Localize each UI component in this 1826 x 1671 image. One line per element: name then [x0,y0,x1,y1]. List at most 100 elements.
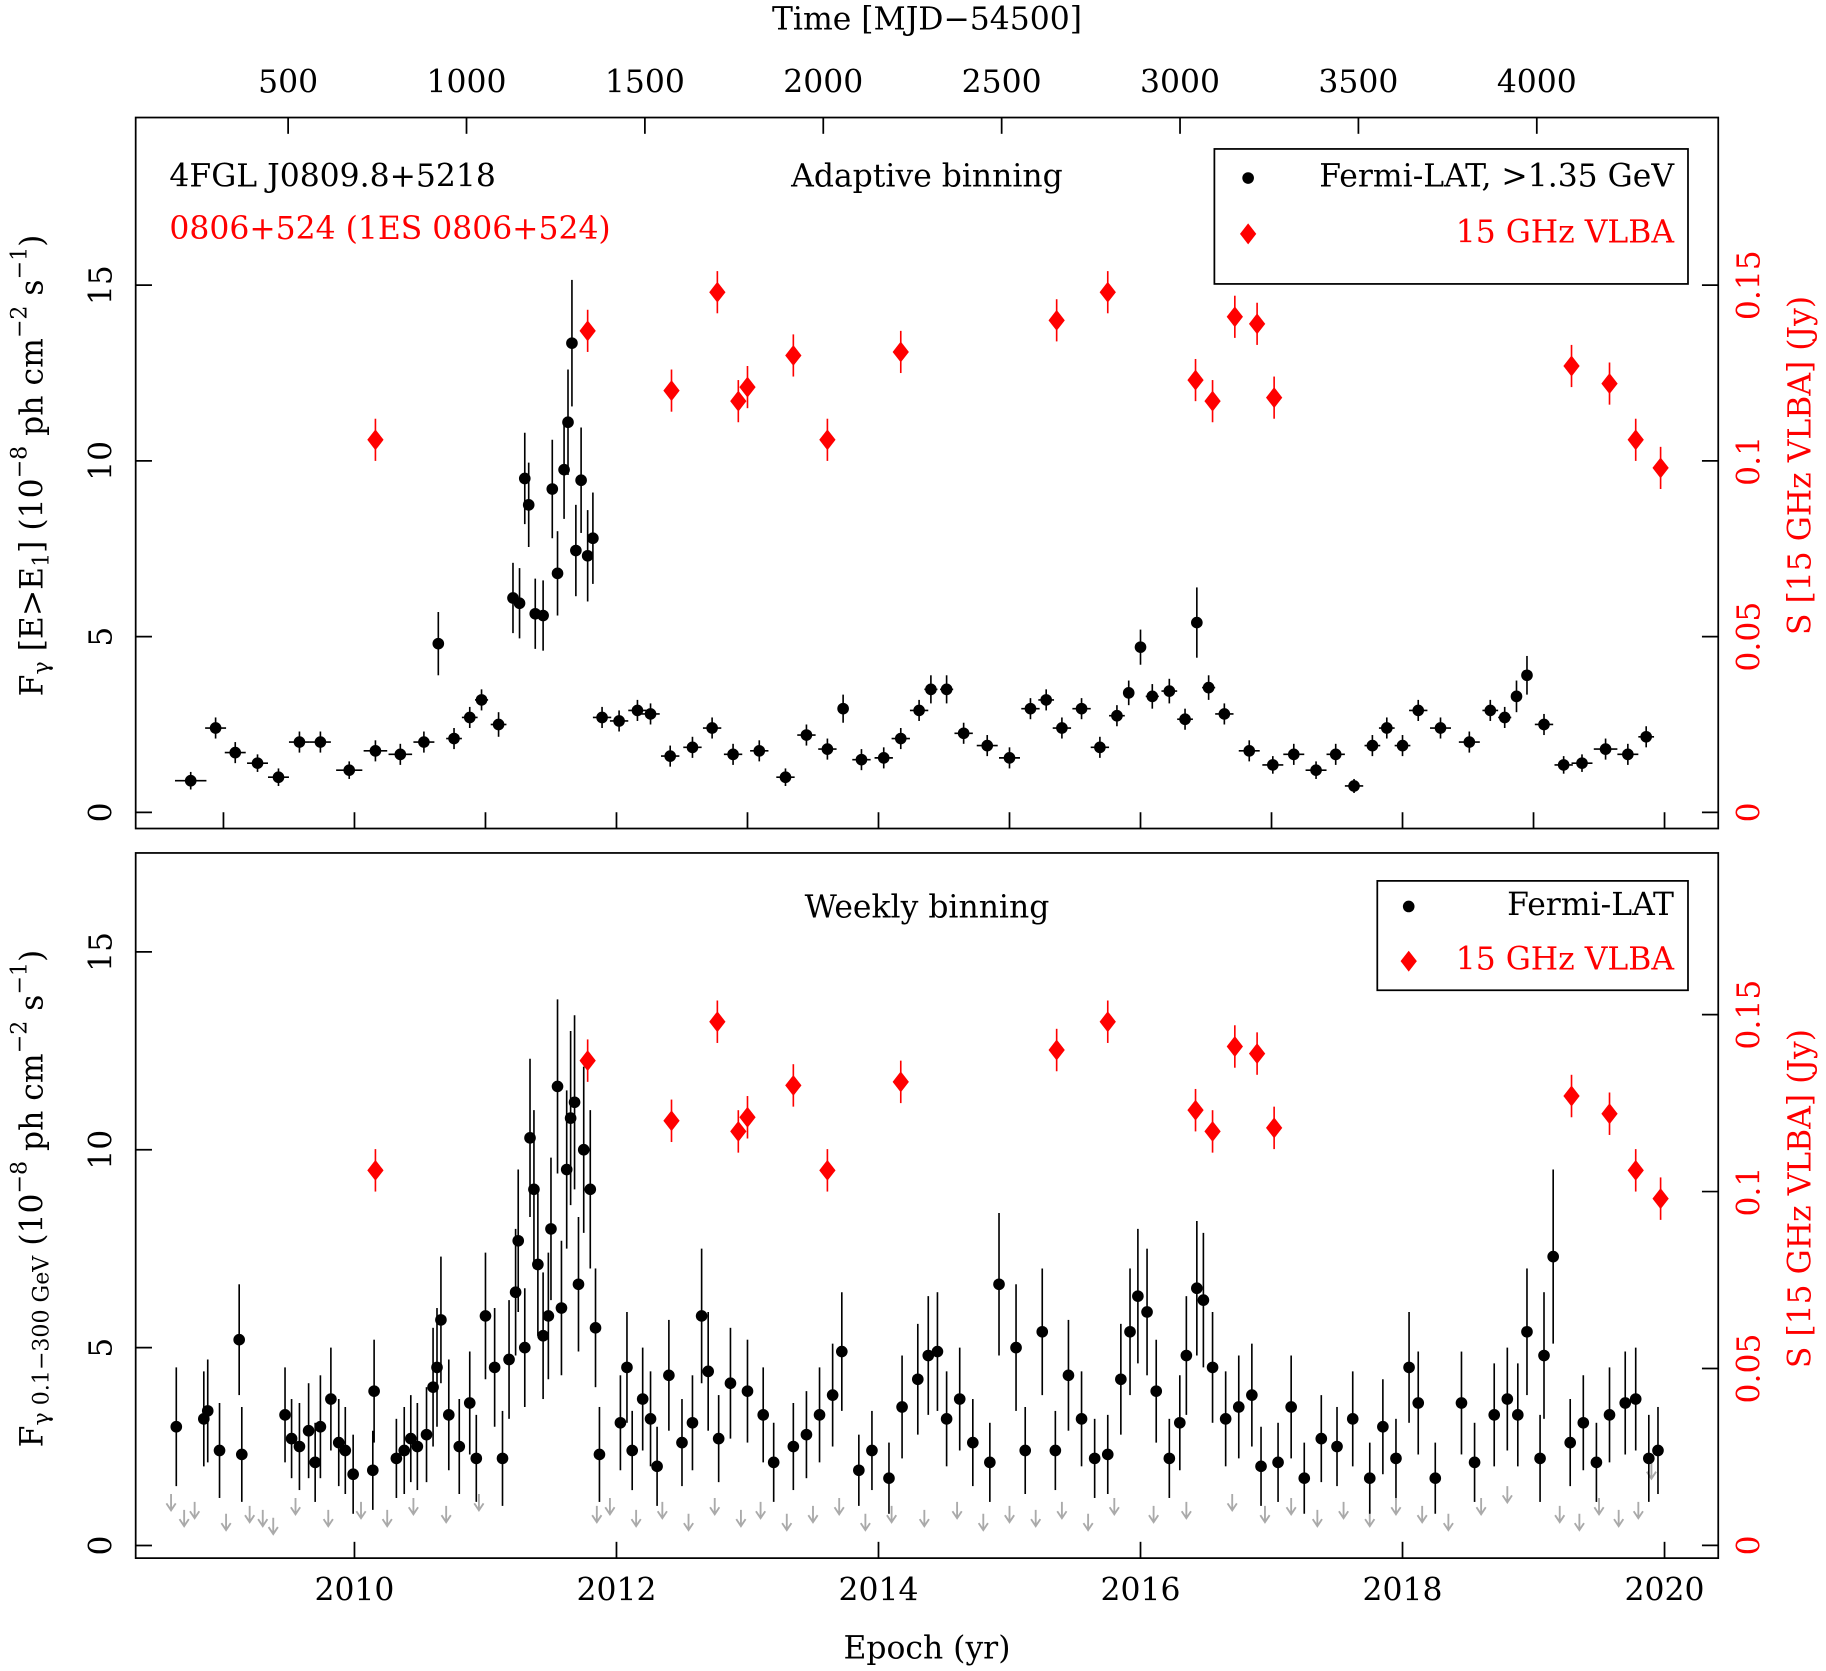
upper-limit-arrow [355,1501,367,1520]
circle-marker [1511,1409,1524,1421]
upper-limit-arrow [290,1497,301,1516]
x-tick-label: 2014 [839,1572,919,1608]
circle-marker [1101,1448,1114,1461]
circle-marker [1488,1409,1501,1421]
circle-marker [551,1080,564,1093]
circle-marker [757,1409,770,1421]
circle-marker [1521,1325,1533,1338]
diamond-marker [709,281,726,303]
circle-marker [1024,702,1037,715]
upper-limit-arrow [1082,1513,1094,1532]
diamond-marker [1204,390,1221,412]
diamond-marker [579,1050,596,1072]
circle-marker [509,1286,522,1299]
circle-marker [1122,687,1135,699]
circle-marker [584,1183,597,1196]
x-tick-label: 2020 [1625,1572,1705,1608]
circle-marker [853,1464,865,1477]
circle-marker [427,1381,439,1393]
circle-marker [1577,1416,1590,1429]
circle-marker [1163,1452,1176,1465]
diamond-marker [1187,1099,1204,1121]
diamond-marker [819,429,836,451]
circle-marker [1629,1393,1642,1405]
diamond-marker [663,1110,680,1132]
circle-marker [1599,743,1612,755]
label-part: [E>E [14,567,50,661]
circle-marker [1173,1416,1186,1429]
circle-marker [1206,1361,1219,1374]
upper-limit-arrow [473,1494,485,1512]
circle-marker [1396,739,1409,752]
circle-marker [1622,748,1634,761]
circle-marker [1019,1444,1032,1457]
diamond-marker [1248,313,1266,335]
circle-marker [229,746,242,759]
upper-limit-arrow [165,1494,177,1512]
circle-marker [940,683,953,696]
upper-limit-arrow [709,1497,721,1516]
circle-marker [1272,1456,1284,1469]
circle-marker [339,1444,352,1457]
upper-limit-arrow [407,1497,419,1516]
circle-marker [537,609,549,622]
label-part: −2 [6,1021,32,1054]
circle-marker [1557,759,1570,771]
circle-marker [347,1468,359,1481]
circle-marker [1218,708,1231,720]
y2-tick-label: 0 [1731,802,1767,822]
diamond-marker [892,1071,909,1093]
circle-marker [1498,711,1511,724]
circle-marker [877,752,890,764]
upper-limit-arrow [781,1513,793,1532]
circle-marker [686,741,699,754]
label-part: ph cm [14,1053,50,1161]
circle-marker [614,1416,627,1429]
circle-marker [1434,722,1447,734]
upper-limit-arrow [918,1509,930,1528]
circle-marker [1242,172,1254,184]
y2-tick-label: 0.1 [1731,1167,1767,1217]
circle-marker [404,1432,417,1445]
upper-limit-arrow [1501,1486,1513,1505]
y-tick-label: 5 [84,1338,120,1358]
circle-marker [931,1345,944,1358]
circle-marker [532,1258,544,1271]
circle-marker [496,1452,509,1465]
circle-marker [1062,1369,1075,1382]
circle-marker [981,739,994,752]
circle-marker [1377,1420,1389,1433]
circle-marker [279,1409,291,1421]
diamond-marker [1048,1039,1065,1061]
circle-marker [1310,764,1322,776]
circle-marker [957,727,970,740]
circle-marker [1642,1452,1655,1465]
circle-marker [940,1413,953,1425]
y2-axis-label: S [15 GHz VLBA] (Jy) [1783,1029,1819,1368]
upper-limit-arrow [886,1505,898,1524]
diamond-marker [1400,950,1417,972]
circle-marker [251,757,264,769]
circle-marker [1402,900,1415,913]
upper-limit-arrow [257,1509,269,1528]
x-tick-label: 2016 [1101,1572,1181,1608]
label-part: −1 [6,962,32,995]
panel-title: Weekly binning [805,889,1050,925]
y2-tick-label: 0 [1731,1535,1767,1555]
diamond-marker [1265,1117,1283,1139]
label-part: ] (10 [14,478,50,552]
y-tick-label: 15 [84,932,120,972]
circle-marker [593,1448,606,1461]
upper-limit-arrow [267,1517,279,1536]
diamond-marker [367,1159,384,1181]
source-name: 4FGL J0809.8+5218 [169,159,495,195]
upper-limit-arrow [1390,1497,1402,1516]
diamond-marker [663,380,680,402]
upper-limit-arrow [951,1501,963,1520]
circle-marker [1538,718,1550,731]
circle-marker [1463,736,1476,748]
circle-marker [984,1456,996,1469]
diamond-marker [579,320,596,342]
y-tick-label: 0 [84,802,120,822]
